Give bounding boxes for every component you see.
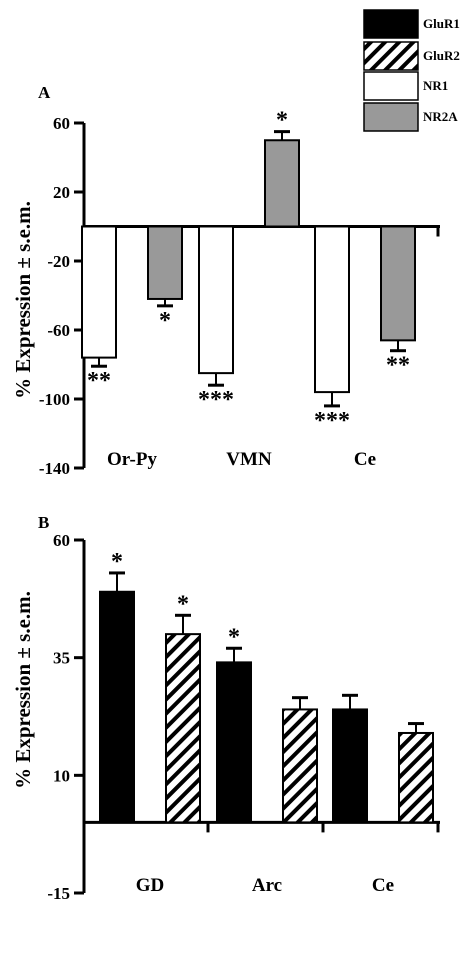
panel-a-y-axis-label: % Expression ± s.e.m. <box>11 201 35 399</box>
bar-or-py-nr2a <box>147 225 183 300</box>
bar-arc-glur2 <box>282 708 318 824</box>
x-category-label-ce: Ce <box>354 449 376 470</box>
significance-marker-or-py-nr1: ** <box>87 368 111 394</box>
y-tick-label: 20 <box>53 183 70 202</box>
significance-marker-ce-nr1: *** <box>314 408 350 434</box>
y-tick-label: -140 <box>39 459 70 478</box>
legend-item-gluR1: GluR1 <box>363 9 460 39</box>
y-tick-label: 35 <box>53 649 70 668</box>
bar-vmn-nr2a <box>264 139 300 228</box>
significance-marker-gd-glur2: * <box>177 591 189 617</box>
x-category-label-arc: Arc <box>252 875 282 896</box>
bar-ce-nr2a <box>380 225 416 342</box>
legend: GluR1 GluR2 NR1 NR2A <box>363 9 460 132</box>
panel-a-label: A <box>38 83 51 102</box>
bar-gd-glur2 <box>165 633 201 824</box>
significance-marker-vmn-nr1: *** <box>198 387 234 413</box>
legend-item-nr1: NR1 <box>363 71 448 101</box>
significance-marker-vmn-nr2a: * <box>276 108 288 134</box>
legend-swatch-gluR1 <box>363 9 419 39</box>
y-tick-label: 60 <box>53 531 70 550</box>
bar-ce-glur1 <box>332 708 368 824</box>
y-tick-label: -15 <box>47 884 70 903</box>
legend-item-gluR2: GluR2 <box>363 41 460 71</box>
y-tick-label: 60 <box>53 114 70 133</box>
legend-swatch-gluR2 <box>363 41 419 71</box>
significance-marker-gd-glur1: * <box>111 549 123 575</box>
panel-b-chart: 60 35 10 -15 * * * GD Arc Ce <box>47 531 440 903</box>
bar-ce-nr1 <box>314 225 350 394</box>
legend-label-gluR1: GluR1 <box>423 16 460 31</box>
y-tick-label: 10 <box>53 766 70 785</box>
x-category-label-ce: Ce <box>372 875 394 896</box>
legend-swatch-nr2a <box>363 102 419 132</box>
legend-swatch-nr1 <box>363 71 419 101</box>
bar-gd-glur1 <box>99 590 135 824</box>
significance-marker-ce-nr2a: ** <box>386 353 410 379</box>
panel-b-label: B <box>38 513 49 532</box>
y-tick-label: -60 <box>47 321 70 340</box>
significance-marker-or-py-nr2a: * <box>159 308 171 334</box>
x-category-label-or-py: Or-Py <box>107 449 157 470</box>
legend-label-nr2a: NR2A <box>423 109 458 124</box>
panel-b-y-axis-label: % Expression ± s.e.m. <box>11 591 35 789</box>
legend-label-nr1: NR1 <box>423 78 448 93</box>
bar-or-py-nr1 <box>81 225 117 359</box>
y-tick-label: -100 <box>39 390 70 409</box>
bar-arc-glur1 <box>216 661 252 824</box>
legend-label-gluR2: GluR2 <box>423 48 460 63</box>
bar-vmn-nr1 <box>198 225 234 375</box>
y-tick-label: -20 <box>47 252 70 271</box>
x-category-label-vmn: VMN <box>226 449 272 470</box>
legend-item-nr2a: NR2A <box>363 102 458 132</box>
significance-marker-arc-glur1: * <box>228 624 240 650</box>
bar-ce-glur2 <box>398 731 434 824</box>
x-category-label-gd: GD <box>136 875 165 896</box>
